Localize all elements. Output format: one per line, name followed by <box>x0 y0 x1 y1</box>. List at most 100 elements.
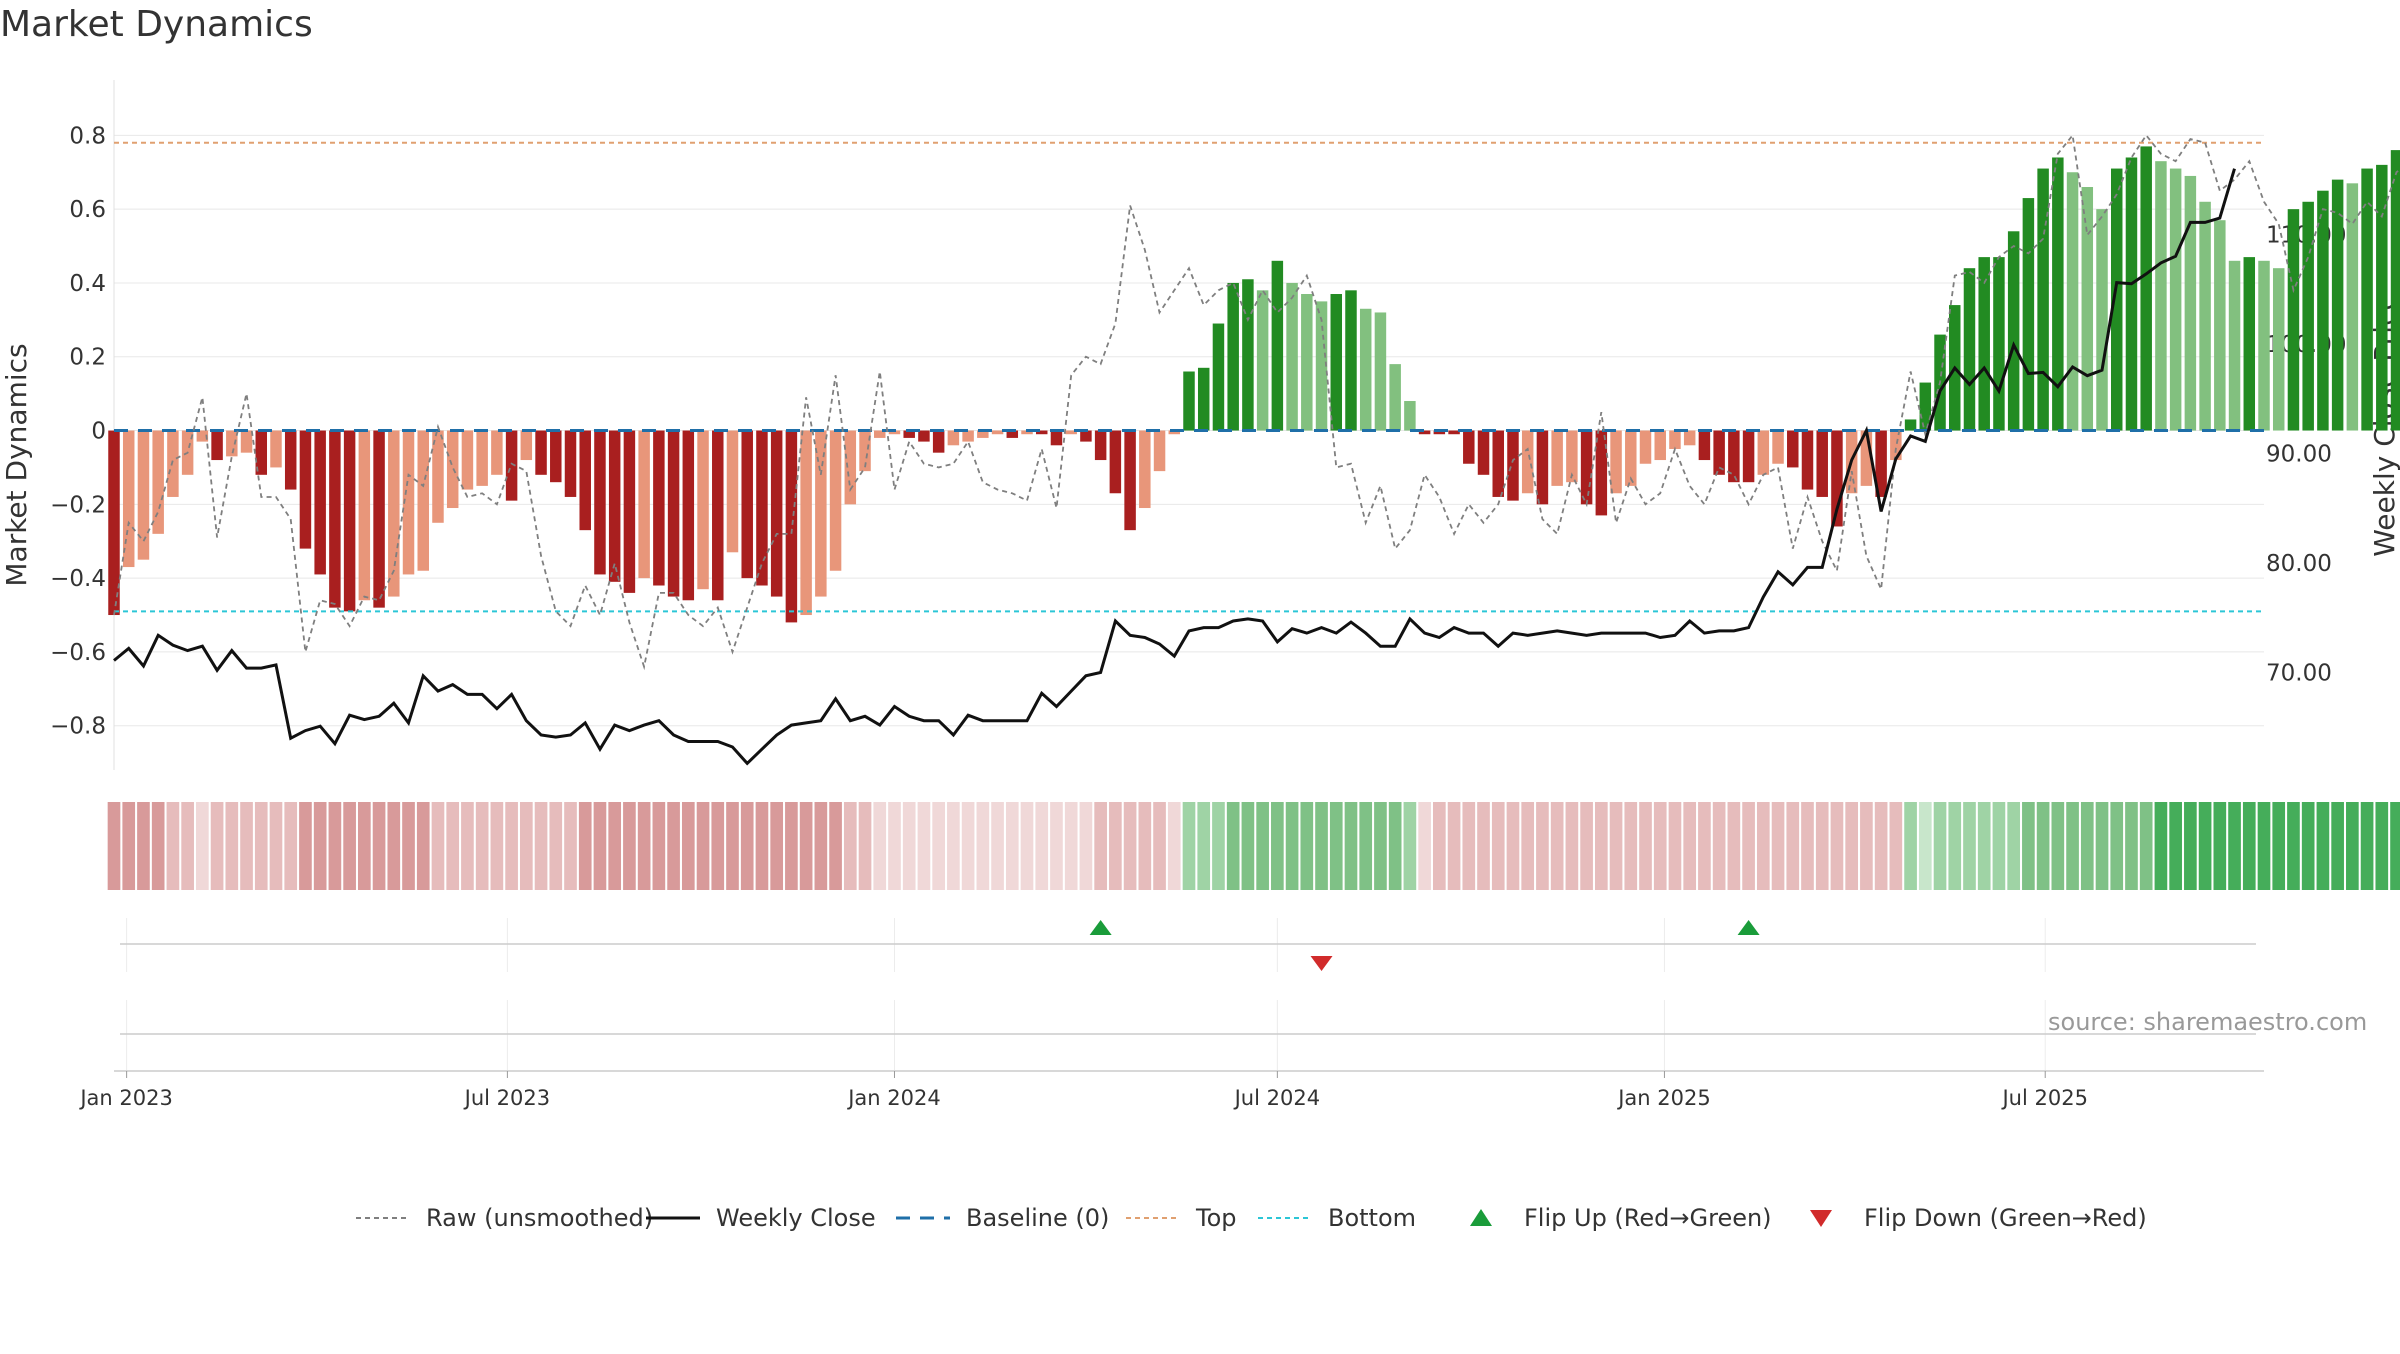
heat-strip-cell <box>1020 802 1034 890</box>
dynamics-bar <box>1006 430 1019 438</box>
heat-strip-cell <box>1035 802 1049 890</box>
x-tick-label: Jan 2025 <box>1616 1086 1711 1110</box>
legend-item-flip_up: Flip Up (Red→Green) <box>1470 1204 1772 1232</box>
right-tick-label: 70.00 <box>2266 660 2332 686</box>
legend-item-weekly_close: Weekly Close <box>646 1204 876 1232</box>
dynamics-bar <box>1433 430 1446 435</box>
heat-strip-cell <box>873 802 887 890</box>
heat-strip-cell <box>1742 802 1755 890</box>
left-tick-label: −0.6 <box>50 640 106 666</box>
heat-strip-cell <box>2125 802 2138 890</box>
dynamics-bar <box>1212 323 1225 431</box>
heat-strip-cell <box>2154 802 2168 890</box>
heat-strip-cell <box>578 802 592 890</box>
dynamics-bar <box>918 430 930 442</box>
dynamics-bar <box>947 430 960 446</box>
dynamics-bar <box>1183 371 1195 431</box>
heat-strip-cell <box>1182 802 1196 890</box>
flip-down-marker <box>1310 956 1333 971</box>
dynamics-bar <box>815 430 827 597</box>
legend-label-bottom: Bottom <box>1328 1204 1416 1232</box>
heat-strip-cell <box>1329 802 1343 890</box>
heat-strip-cell <box>1123 802 1137 890</box>
heat-strip-cell <box>196 802 209 890</box>
heat-strip-cell <box>2139 802 2153 890</box>
dynamics-bar <box>623 430 636 593</box>
dynamics-bar <box>608 430 621 582</box>
heat-strip-cell <box>1374 802 1387 890</box>
dynamics-bar <box>932 430 945 453</box>
heat-strip-cell <box>667 802 680 890</box>
heat-strip-cell <box>2375 802 2389 890</box>
heat-strip-cell <box>1948 802 1962 890</box>
dynamics-bar <box>800 430 812 616</box>
heat-strip-cell <box>1167 802 1181 890</box>
heat-strip-cell <box>166 802 180 890</box>
dynamics-bar <box>520 430 533 461</box>
dynamics-bar <box>977 430 989 438</box>
dynamics-bar <box>2155 161 2167 431</box>
heat-strip-cell <box>2095 802 2109 890</box>
dynamics-bar <box>903 430 915 438</box>
heat-strip-cell <box>1860 802 1873 890</box>
heat-strip-cell <box>1845 802 1859 890</box>
heat-strip-cell <box>1830 802 1844 890</box>
heat-strip-cell <box>1050 802 1063 890</box>
dynamics-bar <box>1860 430 1873 486</box>
dynamics-bar <box>1094 430 1107 461</box>
dynamics-bar <box>491 430 503 475</box>
heat-strip-cell <box>1580 802 1593 890</box>
dynamics-bar <box>741 430 753 579</box>
dynamics-bar <box>1345 290 1357 431</box>
dynamics-bar <box>844 430 857 505</box>
dynamics-bar <box>550 430 562 483</box>
dynamics-bar <box>756 430 768 586</box>
heat-strip-cell <box>534 802 548 890</box>
heat-strip-cell <box>1565 802 1579 890</box>
dynamics-bar <box>1139 430 1151 509</box>
heat-strip-cell <box>991 802 1004 890</box>
heat-strip-cell <box>1079 802 1093 890</box>
heat-strip-cell <box>814 802 828 890</box>
dynamics-bar <box>211 430 223 461</box>
dynamics-bar <box>1742 430 1755 483</box>
heat-strip-cell <box>402 802 415 890</box>
dynamics-bar <box>1669 430 1681 449</box>
heat-strip-cell <box>1756 802 1770 890</box>
heat-strip-cell <box>1698 802 1711 890</box>
dynamics-bar <box>1713 430 1725 475</box>
heat-strip-cell <box>637 802 651 890</box>
heat-strip-cell <box>711 802 725 890</box>
heat-strip-cell <box>2287 802 2300 890</box>
heat-strip-cell <box>2272 802 2286 890</box>
dynamics-bar <box>1919 382 1932 431</box>
dynamics-bar <box>859 430 871 472</box>
heat-strip-cell <box>387 802 401 890</box>
dynamics-bar <box>1168 430 1181 435</box>
heat-strip-cell <box>181 802 194 890</box>
flip-up-marker <box>1089 920 1112 935</box>
heat-strip-cell <box>2301 802 2315 890</box>
dynamics-bar <box>1639 430 1652 464</box>
x-tick-label: Jul 2023 <box>463 1086 550 1110</box>
dynamics-bar <box>2361 168 2373 431</box>
heat-strip-cell <box>210 802 224 890</box>
dynamics-bar <box>358 430 371 601</box>
heat-strip-cell <box>1344 802 1358 890</box>
heat-strip-cell <box>2213 802 2227 890</box>
heat-strip-cell <box>2242 802 2256 890</box>
dynamics-bar <box>1507 430 1519 501</box>
dynamics-bar <box>2317 190 2329 431</box>
heat-strip-cell <box>623 802 636 890</box>
dynamics-bar <box>299 430 312 549</box>
heat-strip-cell <box>2331 802 2344 890</box>
right-tick-label: 80.00 <box>2266 551 2332 577</box>
heat-strip-cell <box>2080 802 2094 890</box>
dynamics-bar <box>2228 260 2241 431</box>
dynamics-bar <box>1153 430 1166 472</box>
dynamics-bar <box>829 430 842 571</box>
heat-strip-cell <box>1433 802 1446 890</box>
heat-strip-cell <box>1992 802 2006 890</box>
heat-strip-cell <box>1271 802 1284 890</box>
